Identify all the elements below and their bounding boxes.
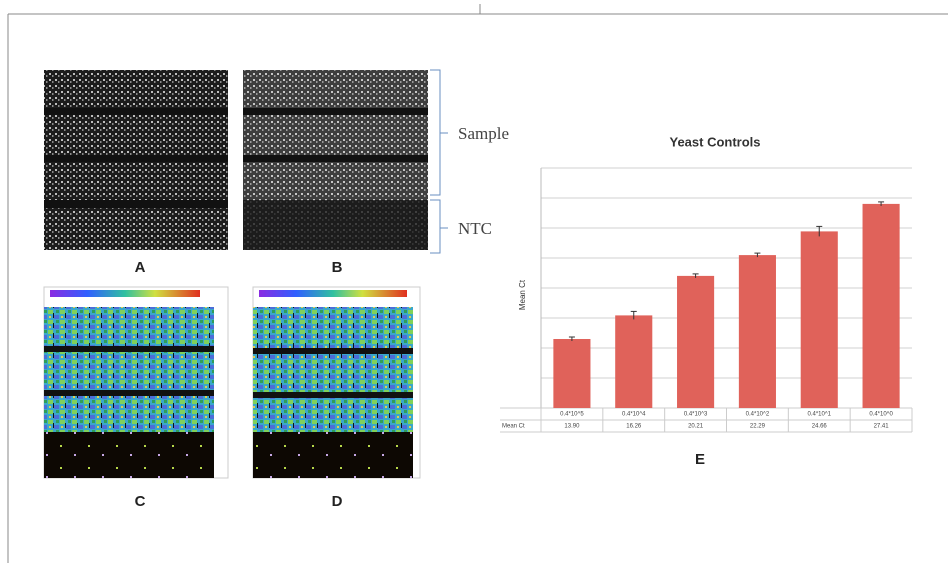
bar <box>553 339 591 408</box>
ntc-area <box>253 432 413 478</box>
bracket <box>430 69 448 196</box>
x-tick-label: 0.4*10^5 <box>560 412 584 418</box>
table-row-label: Mean Ct <box>502 424 525 430</box>
colorbar <box>50 290 200 297</box>
value-label: 16.26 <box>626 424 642 430</box>
panel-label: A <box>135 259 146 276</box>
value-label: 20.21 <box>688 424 704 430</box>
heatmap <box>253 307 413 432</box>
bracket-label: Sample <box>458 124 509 143</box>
value-label: 27.41 <box>874 424 890 430</box>
bar <box>738 255 776 408</box>
panel-label: D <box>332 493 343 510</box>
value-label: 22.29 <box>750 424 766 430</box>
x-tick-label: 0.4*10^2 <box>746 412 770 418</box>
heatmap <box>44 307 214 432</box>
x-tick-label: 0.4*10^3 <box>684 412 708 418</box>
bracket-label: NTC <box>458 219 492 238</box>
chart-title: Yeast Controls <box>669 134 760 149</box>
frame <box>7 4 948 563</box>
value-label: 24.66 <box>812 424 828 430</box>
bar <box>800 231 838 408</box>
bar <box>862 203 900 408</box>
x-tick-label: 0.4*10^4 <box>622 412 646 418</box>
ntc-area <box>44 432 214 478</box>
bracket <box>430 199 448 254</box>
x-tick-label: 0.4*10^0 <box>869 412 893 418</box>
bar <box>677 275 715 408</box>
image-gaps <box>44 108 428 250</box>
y-axis-label: Mean Ct <box>518 279 527 310</box>
panel-label: E <box>695 451 705 468</box>
panel-label: B <box>332 259 343 276</box>
bar <box>615 315 653 408</box>
colorbar <box>259 290 407 297</box>
panel-label: C <box>135 493 146 510</box>
heatmap-gaps <box>44 346 413 398</box>
value-label: 13.90 <box>564 424 580 430</box>
x-tick-label: 0.4*10^1 <box>807 412 831 418</box>
